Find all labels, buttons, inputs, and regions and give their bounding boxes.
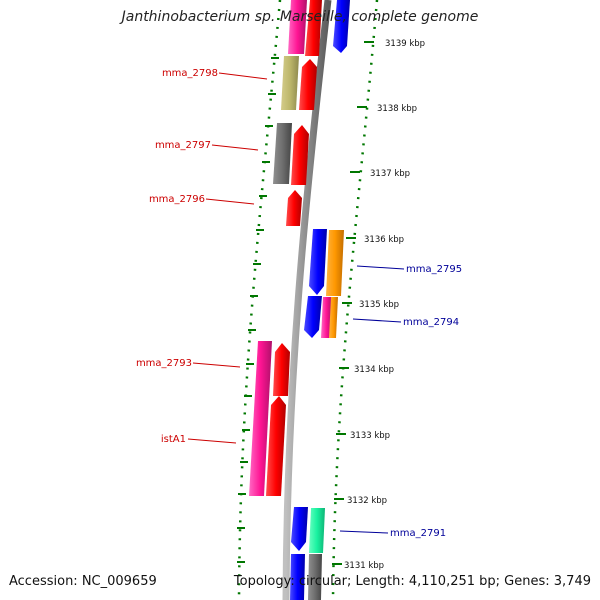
tick-labels: 3139 kbp 3138 kbp 3137 kbp 3136 kbp 3135… [344,39,425,571]
gene-feature-green [309,508,325,553]
gene-label: mma_2796 [149,194,205,205]
gene-feature-blue [290,554,305,600]
major-ticks [332,41,374,565]
gene-feature-khaki [281,56,299,110]
tick-label: 3138 kbp [377,104,417,114]
gene-feature-pink [249,341,272,496]
gene-feature-pink [321,297,332,338]
gene-feature-red [291,125,309,185]
label-leaders [187,72,405,534]
gene-label: mma_2791 [390,528,446,539]
gene-feature-orange [329,297,338,338]
accession-text: Accession: NC_009659 [9,574,157,589]
gene-features [249,0,350,600]
tick-label: 3137 kbp [370,169,410,179]
inner-ring-left [237,0,282,600]
tick-label: 3135 kbp [359,300,399,310]
gene-feature-red [286,190,302,226]
gene-feature-red [266,396,286,496]
map-title: Janthinobacterium sp. Marseille, complet… [121,9,479,25]
tick-label: 3134 kbp [354,365,394,375]
minor-ticks [237,57,279,563]
gene-labels: mma_2798 mma_2797 mma_2796 mma_2795 mma_… [136,68,462,539]
genome-summary-text: Topology: circular; Length: 4,110,251 bp… [233,574,591,589]
gene-label: mma_2793 [136,358,192,369]
tick-label: 3132 kbp [347,496,387,506]
gene-feature-gray [273,123,292,184]
gene-label: mma_2795 [406,264,462,275]
tick-label: 3133 kbp [350,431,390,441]
gene-feature-blue [309,229,327,295]
gene-label: mma_2798 [162,68,218,79]
gene-feature-red [299,59,317,110]
gene-label: mma_2794 [403,317,459,328]
gene-feature-gray [308,554,322,600]
gene-feature-blue [304,296,322,338]
gene-feature-red [305,0,322,56]
gene-feature-orange [326,230,344,296]
gene-label: istA1 [161,434,186,445]
gene-feature-blue [333,0,350,53]
tick-label: 3131 kbp [344,561,384,571]
backbone-ring [282,0,332,600]
tick-label: 3139 kbp [385,39,425,49]
gene-feature-blue [291,507,308,551]
tick-label: 3136 kbp [364,235,404,245]
gene-label: mma_2797 [155,140,211,151]
gene-feature-red [273,343,290,396]
gene-feature-pink [288,0,307,54]
